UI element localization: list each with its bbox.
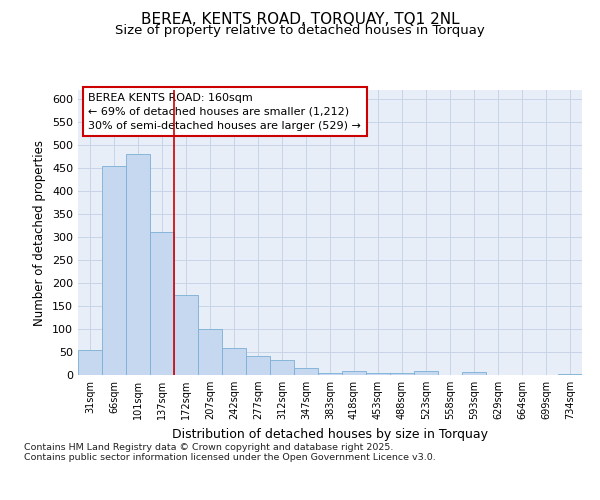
Bar	[390, 372, 414, 375]
Text: BEREA KENTS ROAD: 160sqm
← 69% of detached houses are smaller (1,212)
30% of sem: BEREA KENTS ROAD: 160sqm ← 69% of detach…	[88, 93, 361, 131]
Y-axis label: Number of detached properties: Number of detached properties	[34, 140, 46, 326]
Text: BEREA, KENTS ROAD, TORQUAY, TQ1 2NL: BEREA, KENTS ROAD, TORQUAY, TQ1 2NL	[140, 12, 460, 28]
X-axis label: Distribution of detached houses by size in Torquay: Distribution of detached houses by size …	[172, 428, 488, 440]
Bar	[198, 329, 222, 375]
Bar	[366, 372, 390, 375]
Bar	[270, 360, 294, 375]
Bar	[246, 356, 270, 375]
Text: Size of property relative to detached houses in Torquay: Size of property relative to detached ho…	[115, 24, 485, 37]
Bar	[222, 348, 246, 375]
Bar	[102, 166, 126, 375]
Bar	[126, 154, 150, 375]
Bar	[462, 372, 486, 375]
Bar	[78, 350, 102, 375]
Bar	[294, 368, 318, 375]
Bar	[318, 372, 342, 375]
Bar	[150, 232, 174, 375]
Bar	[414, 371, 438, 375]
Bar	[558, 374, 582, 375]
Bar	[342, 371, 366, 375]
Text: Contains HM Land Registry data © Crown copyright and database right 2025.
Contai: Contains HM Land Registry data © Crown c…	[24, 442, 436, 462]
Bar	[174, 294, 198, 375]
